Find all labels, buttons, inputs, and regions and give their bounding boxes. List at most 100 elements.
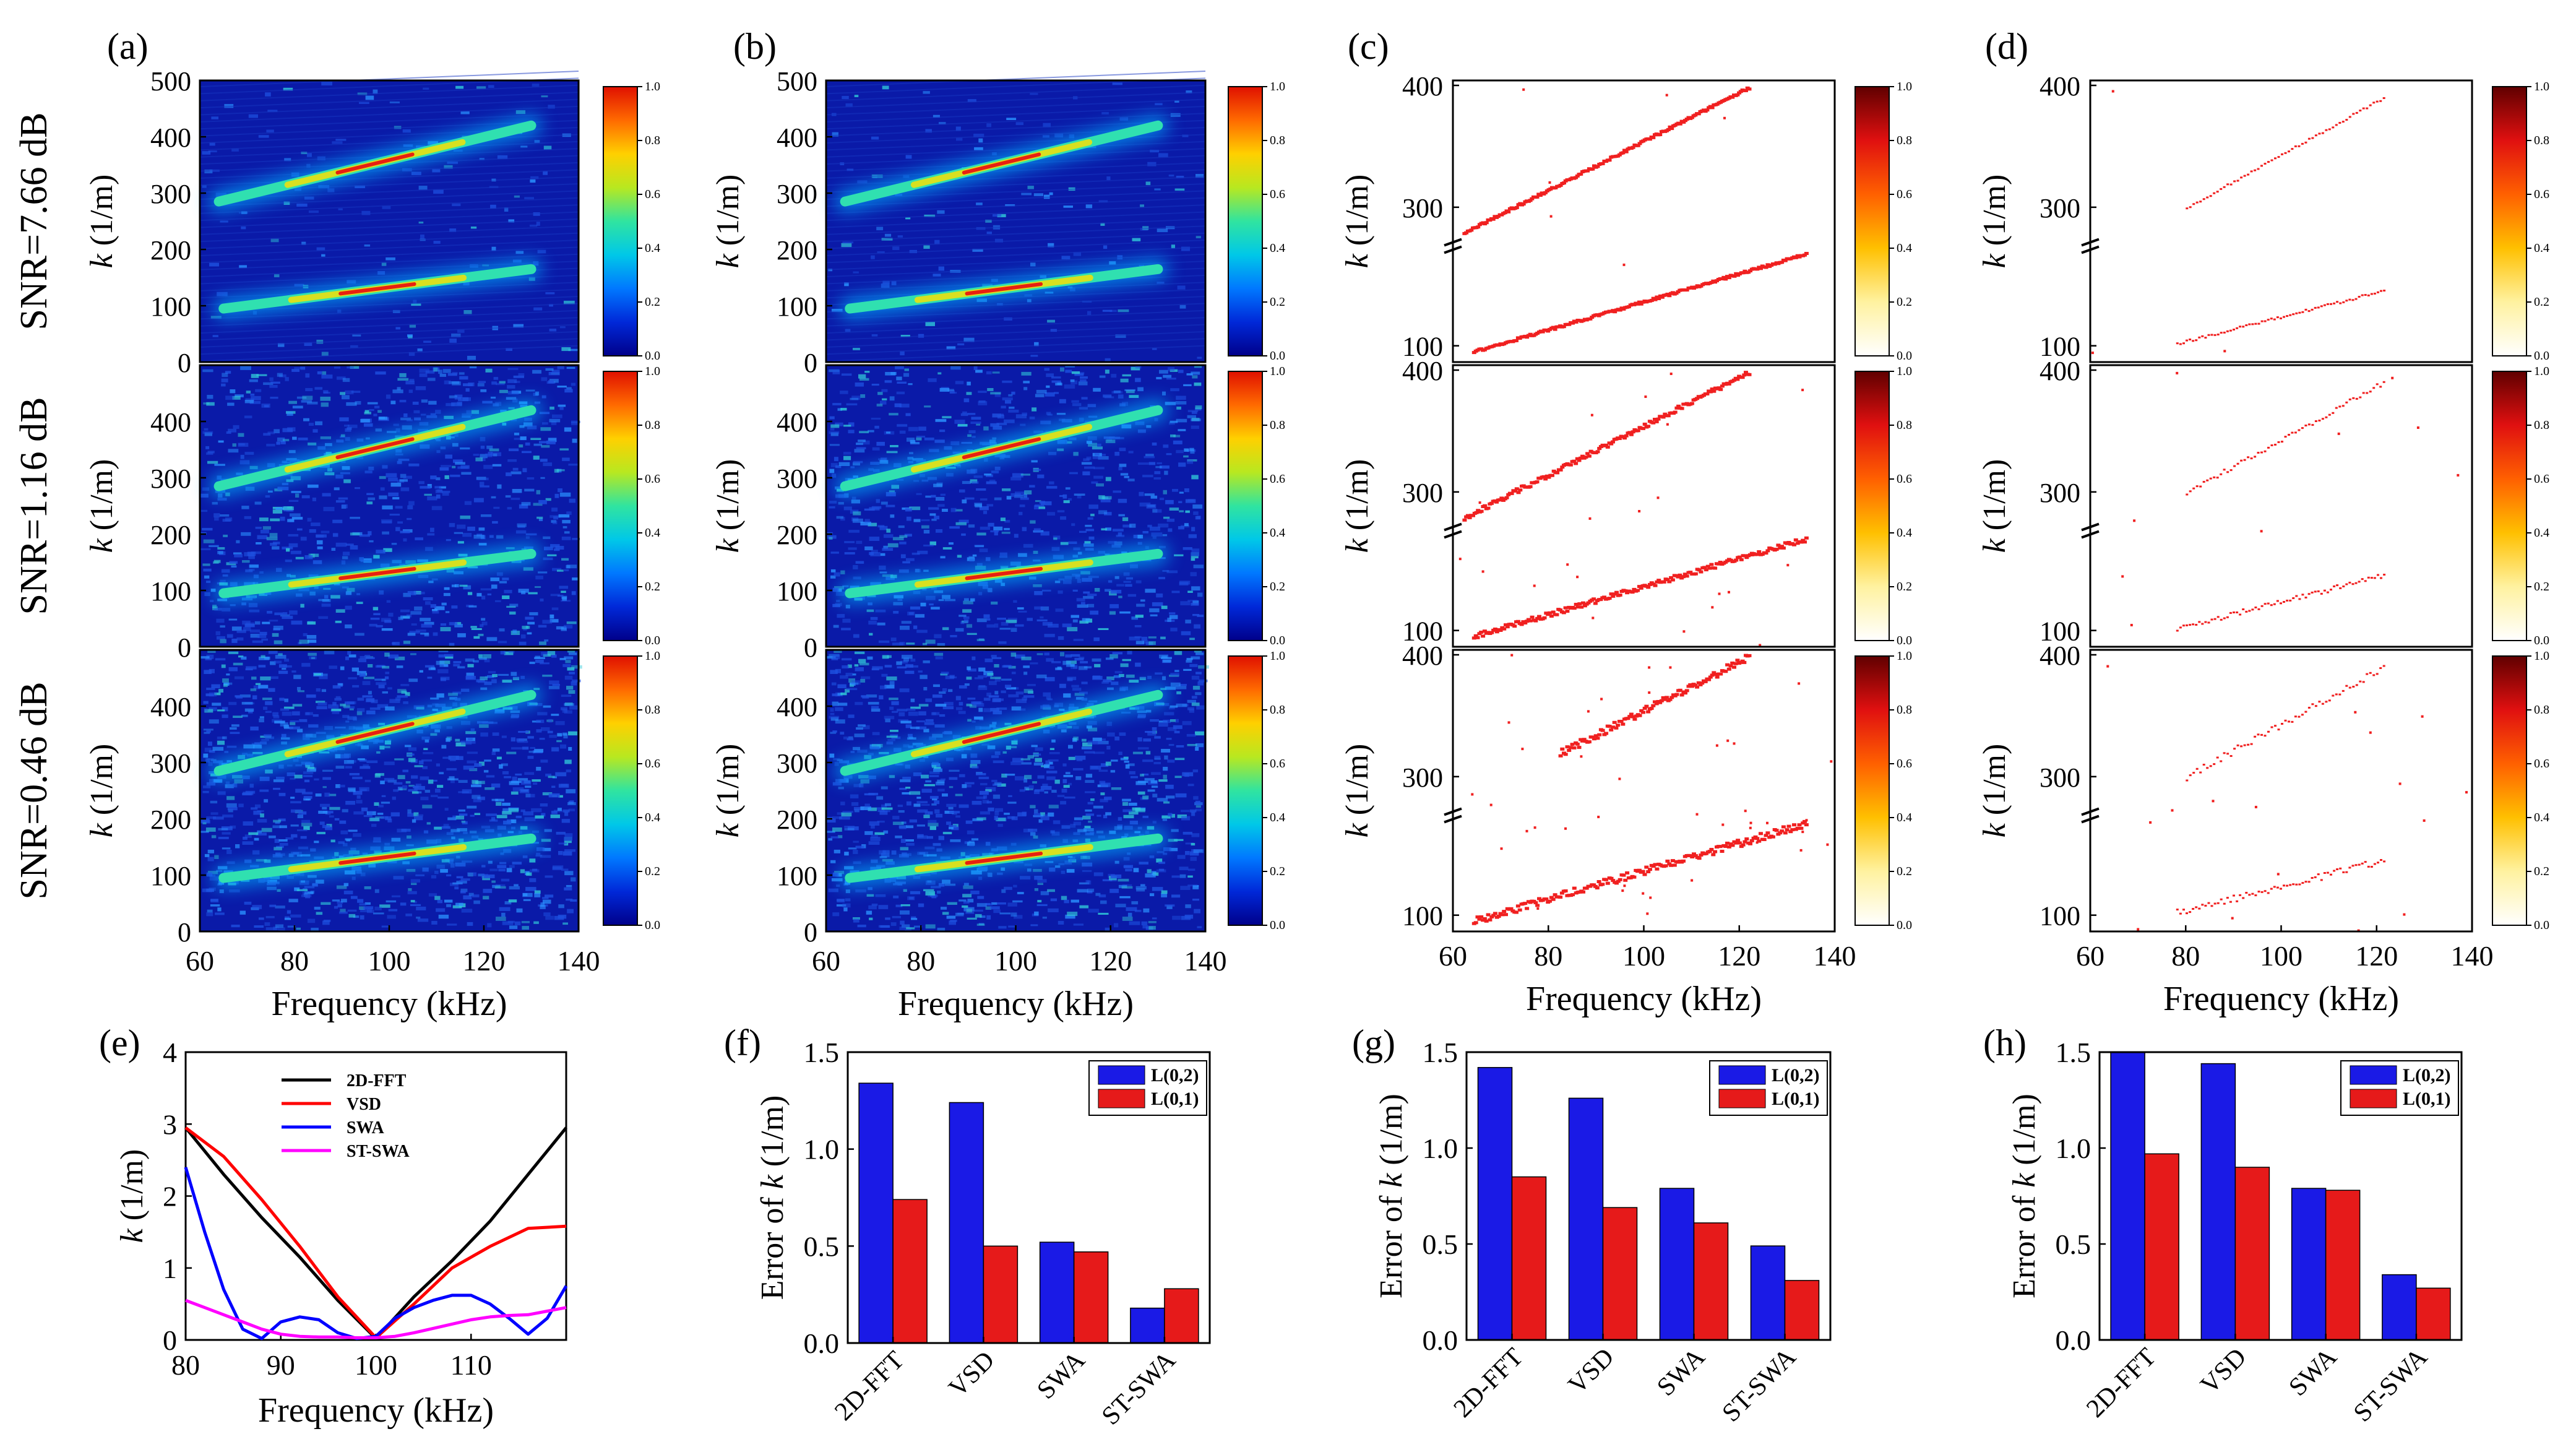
noise-speckle (304, 555, 313, 559)
noise-speckle (452, 443, 459, 447)
noise-speckle (1021, 656, 1032, 660)
noise-speckle (499, 862, 507, 865)
noise-speckle (290, 824, 299, 827)
noise-speckle (835, 494, 846, 498)
noise-speckle (965, 820, 973, 824)
noise-speckle (457, 466, 468, 469)
noise-speckle (1010, 493, 1021, 497)
noise-speckle (562, 597, 567, 601)
ridge-point (1476, 225, 1481, 229)
noise-speckle (433, 632, 438, 636)
noise-speckle (1147, 162, 1157, 166)
noise-speckle (963, 907, 975, 912)
stripe (199, 92, 579, 109)
noise-speckle (268, 688, 275, 692)
noise-speckle (1163, 801, 1170, 804)
noise-speckle (1181, 816, 1191, 821)
noise-speckle (236, 696, 243, 699)
noise-speckle (228, 428, 236, 433)
noise-speckle (1070, 664, 1075, 667)
noise-speckle (244, 516, 252, 519)
noise-speckle (893, 611, 899, 614)
noise-speckle (925, 891, 935, 896)
noise-speckle (551, 607, 559, 610)
noise-speckle (298, 811, 303, 816)
noise-speckle (991, 602, 998, 605)
noise-speckle (314, 840, 319, 844)
noise-speckle (264, 799, 269, 803)
noise-speckle (1020, 876, 1031, 880)
noise-speckle (439, 664, 449, 667)
noise-speckle (986, 624, 995, 628)
noise-speckle (410, 904, 421, 906)
noise-speckle (291, 670, 296, 673)
noise-speckle (347, 587, 355, 592)
noise-speckle (1015, 414, 1027, 418)
noise-speckle (381, 519, 392, 524)
colorbar-tick-label: 1.0 (1270, 80, 1285, 93)
noise-speckle (549, 680, 559, 685)
noise-speckle (340, 830, 348, 835)
noise-speckle (931, 761, 939, 765)
noise-speckle (926, 854, 937, 857)
noise-speckle (552, 414, 562, 418)
noise-speckle (566, 686, 574, 690)
noise-speckle (566, 899, 573, 901)
noise-speckle (506, 868, 512, 873)
noise-speckle (885, 917, 890, 920)
noise-speckle (392, 797, 396, 800)
noise-speckle (1043, 123, 1051, 127)
noise-speckle (1072, 688, 1082, 691)
noise-speckle (405, 692, 410, 696)
x-tick-label: 140 (558, 945, 600, 977)
noise-speckle (896, 391, 905, 395)
noise-speckle (1048, 623, 1059, 628)
noise-speckle (1047, 698, 1053, 701)
noise-speckle (286, 772, 295, 777)
noise-speckle (867, 656, 873, 660)
noise-speckle (566, 789, 576, 793)
noise-speckle (208, 871, 218, 875)
noise-speckle (276, 568, 282, 572)
ridge-point (1575, 174, 1580, 178)
noise-speckle (273, 715, 280, 719)
noise-speckle (481, 873, 488, 878)
noise-speckle (1140, 774, 1144, 777)
noise-speckle (1141, 636, 1148, 641)
noise-speckle (864, 831, 873, 836)
noise-speckle (571, 665, 582, 669)
noise-speckle (515, 816, 522, 818)
x-axis-label: Frequency (kHz) (898, 985, 1134, 1023)
noise-speckle (835, 465, 842, 469)
noise-speckle (231, 925, 240, 928)
noise-speckle (475, 780, 485, 784)
noise-speckle (1103, 245, 1108, 249)
noise-speckle (510, 737, 515, 742)
noise-speckle (997, 824, 1003, 827)
noise-speckle (459, 372, 465, 375)
noise-speckle (259, 631, 267, 636)
noise-speckle (363, 906, 374, 910)
noise-speckle (439, 772, 444, 774)
noise-speckle (1129, 771, 1135, 775)
noise-speckle (488, 671, 496, 674)
noise-speckle (967, 666, 971, 670)
noise-speckle (374, 678, 386, 681)
noise-speckle (976, 563, 983, 566)
noise-speckle (1183, 455, 1189, 458)
colorbar-tick-label: 0.4 (1270, 526, 1285, 540)
noise-speckle (360, 915, 364, 920)
noise-speckle (958, 615, 967, 617)
noise-speckle (909, 506, 921, 511)
noise-speckle (325, 443, 332, 446)
noise-speckle (832, 309, 843, 313)
noise-speckle (1098, 741, 1109, 745)
noise-speckle (207, 909, 213, 913)
noise-speckle (561, 868, 569, 871)
noise-speckle (1166, 795, 1175, 799)
noise-speckle (1195, 808, 1202, 811)
noise-speckle (1084, 751, 1095, 754)
noise-speckle (901, 821, 907, 824)
noise-speckle (555, 546, 564, 550)
noise-speckle (1187, 590, 1193, 593)
